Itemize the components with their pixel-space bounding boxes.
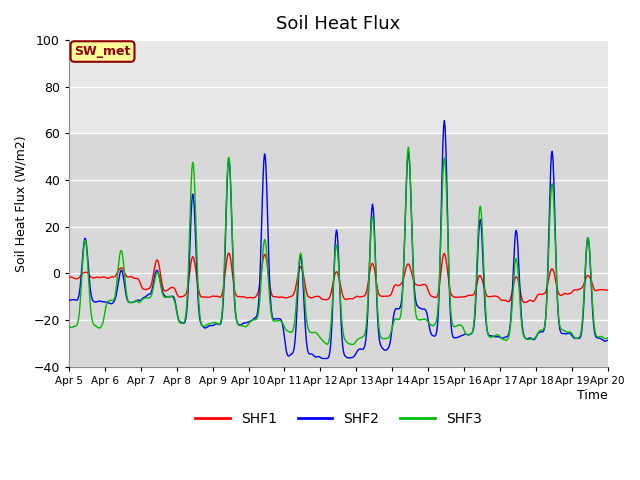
Text: SW_met: SW_met: [74, 45, 131, 58]
Legend: SHF1, SHF2, SHF3: SHF1, SHF2, SHF3: [189, 407, 488, 432]
Bar: [69, 40, 608, 133]
Title: Soil Heat Flux: Soil Heat Flux: [276, 15, 401, 33]
Y-axis label: Soil Heat Flux (W/m2): Soil Heat Flux (W/m2): [15, 135, 28, 272]
Text: Time: Time: [577, 389, 608, 403]
